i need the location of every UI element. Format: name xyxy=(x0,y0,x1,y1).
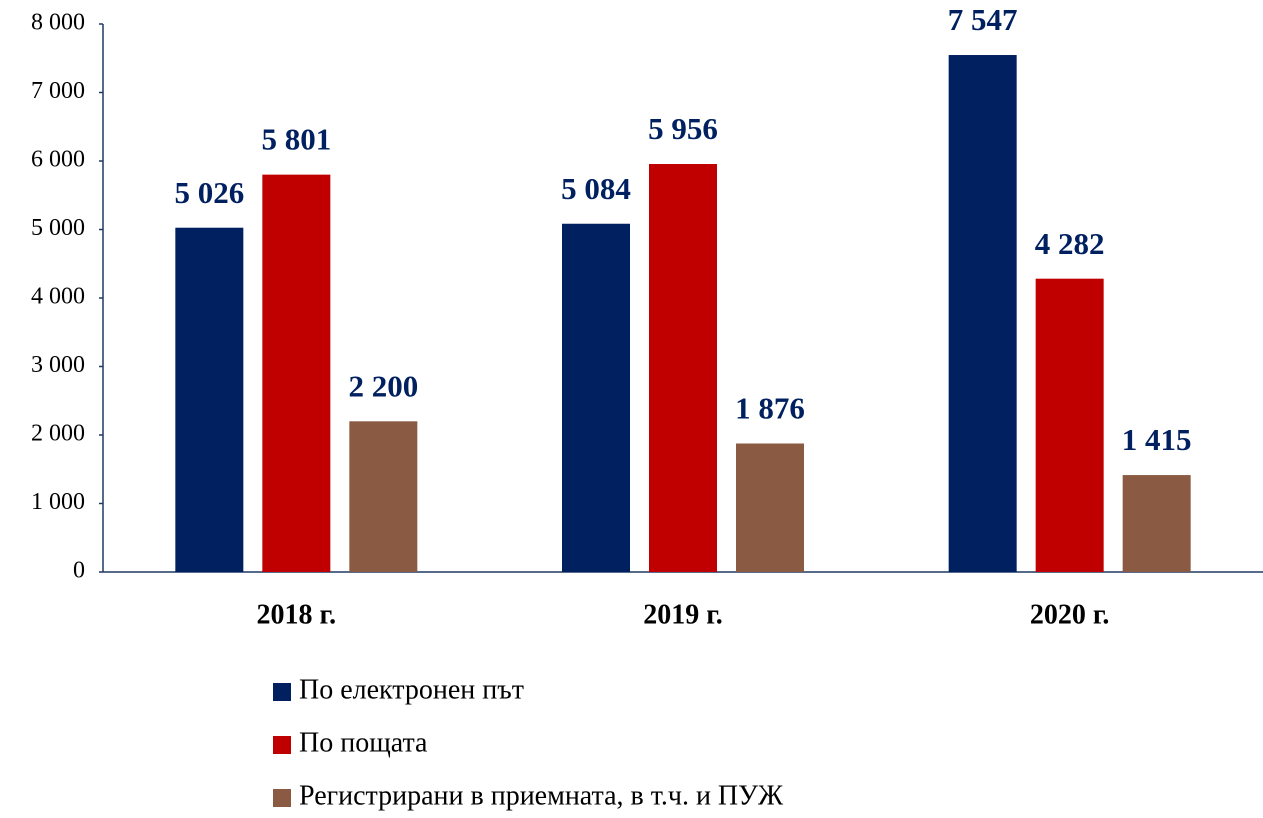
bar xyxy=(262,174,331,572)
y-tick-label: 6 000 xyxy=(31,147,85,173)
bar xyxy=(175,227,244,572)
bar xyxy=(649,164,717,573)
legend-label: По електронен път xyxy=(299,674,524,705)
y-tick-label: 3 000 xyxy=(31,352,85,378)
y-tick-label: 2 000 xyxy=(31,421,85,447)
y-tick-label: 7 000 xyxy=(31,78,85,104)
bar xyxy=(1035,278,1104,572)
x-tick-label: 2018 г. xyxy=(257,599,337,630)
y-tick-label: 5 000 xyxy=(31,215,85,241)
x-tick-label: 2019 г. xyxy=(643,599,723,630)
data-label: 1 876 xyxy=(735,391,805,426)
data-label: 1 415 xyxy=(1122,422,1192,457)
data-label: 2 200 xyxy=(348,368,418,403)
legend-swatch xyxy=(273,789,291,807)
data-label: 5 956 xyxy=(648,111,718,146)
bar xyxy=(736,443,804,572)
legend-label: По пощата xyxy=(299,727,428,758)
data-label: 5 026 xyxy=(174,175,244,210)
bar xyxy=(948,55,1017,572)
legend-label: Регистрирани в приемната, в т.ч. и ПУЖ xyxy=(299,780,784,811)
legend-swatch xyxy=(273,736,291,754)
data-label: 5 084 xyxy=(561,171,631,206)
x-tick-label: 2020 г. xyxy=(1030,599,1110,630)
bar xyxy=(349,421,418,572)
y-tick-label: 1 000 xyxy=(31,489,85,515)
data-label: 7 547 xyxy=(948,2,1018,37)
legend-swatch xyxy=(273,683,291,701)
y-tick-label: 0 xyxy=(73,558,85,584)
y-tick-label: 8 000 xyxy=(31,10,85,36)
data-label: 5 801 xyxy=(261,122,331,157)
data-label: 4 282 xyxy=(1035,226,1105,261)
y-tick-label: 4 000 xyxy=(31,284,85,310)
bar xyxy=(1122,475,1191,572)
bar xyxy=(562,223,630,572)
